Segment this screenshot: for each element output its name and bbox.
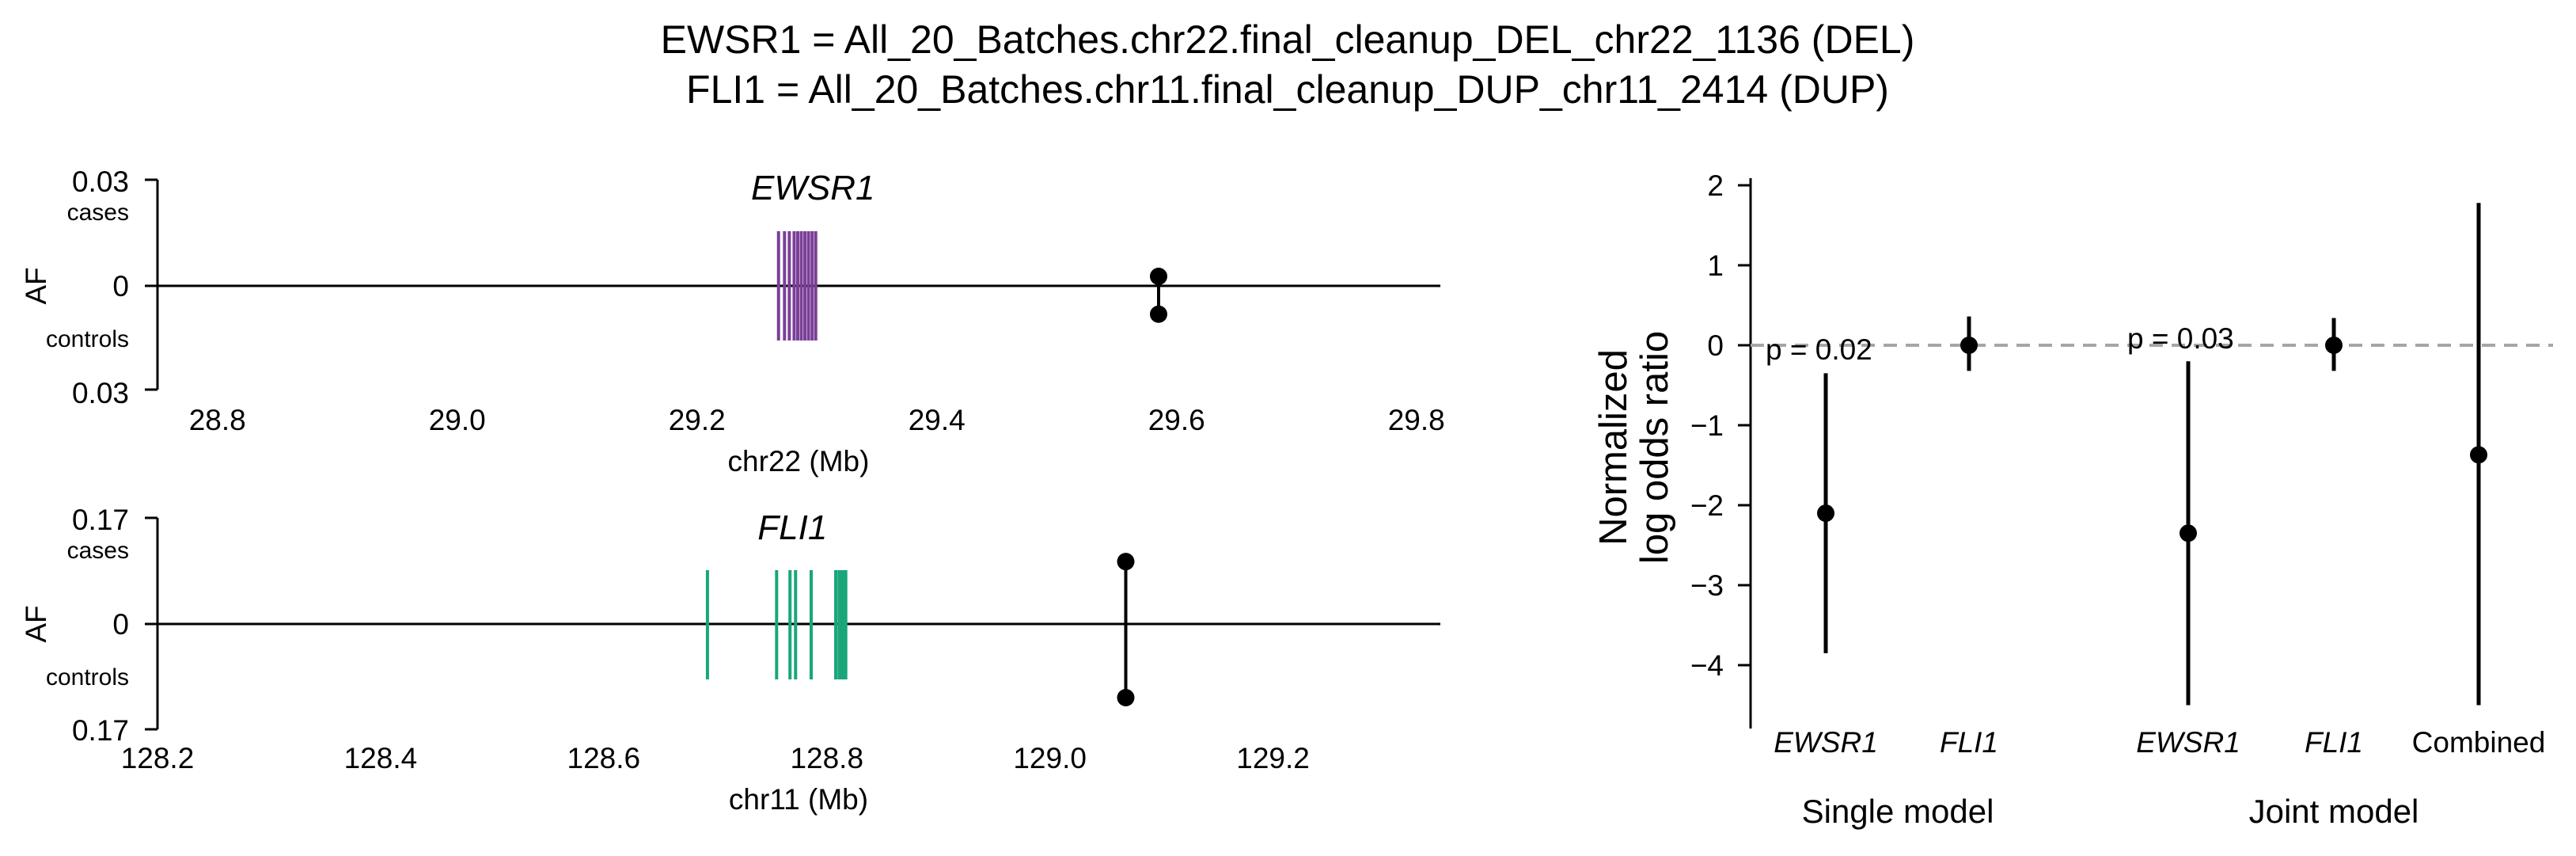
estimate-point xyxy=(2325,337,2343,354)
y-tick-sublabel-controls: controls xyxy=(46,326,129,352)
variant-af-cases-point xyxy=(1149,268,1167,285)
x-tick-label: 29.0 xyxy=(429,404,486,436)
y-tick-label: 1 xyxy=(1707,249,1724,282)
y-tick-label: 2 xyxy=(1707,169,1724,202)
y-tick-label: −1 xyxy=(1690,409,1724,442)
variant-af-controls-point xyxy=(1149,305,1167,323)
x-tick-label: 128.2 xyxy=(121,742,195,774)
y-tick-label: −2 xyxy=(1690,489,1724,522)
variant-af-cases-point xyxy=(1117,553,1135,571)
y-tick-sublabel-cases: cases xyxy=(67,200,129,226)
x-category-label: EWSR1 xyxy=(1774,726,1878,759)
y-tick-label-cases: 0.03 xyxy=(72,165,129,198)
y-tick-label-controls: 0.03 xyxy=(72,377,129,409)
y-axis-label-line-1: Normalized xyxy=(1592,349,1635,546)
x-tick-label: 28.8 xyxy=(189,404,246,436)
estimate-point xyxy=(1960,337,1978,354)
figure-title-line-2: FLI1 = All_20_Batches.chr11.final_cleanu… xyxy=(686,67,1889,112)
group-label-single-model: Single model xyxy=(1802,793,1994,830)
gene-name-label: EWSR1 xyxy=(751,169,874,207)
y-tick-label-zero: 0 xyxy=(112,608,129,641)
y-tick-label-cases: 0.17 xyxy=(72,504,129,536)
x-tick-label: 29.4 xyxy=(909,404,966,436)
x-category-label: Combined xyxy=(2412,726,2546,759)
x-tick-label: 29.6 xyxy=(1148,404,1205,436)
estimate-point xyxy=(1817,504,1834,523)
group-label-joint-model: Joint model xyxy=(2249,793,2419,830)
y-tick-label: −4 xyxy=(1690,649,1724,682)
y-axis-label-line-2: log odds ratio xyxy=(1633,331,1676,564)
x-axis-label: chr22 (Mb) xyxy=(728,445,870,477)
x-tick-label: 129.2 xyxy=(1236,742,1310,774)
p-value-joint-model: p = 0.03 xyxy=(2127,322,2234,355)
gene-name-label: FLI1 xyxy=(757,508,827,547)
x-tick-label: 29.8 xyxy=(1388,404,1445,436)
y-tick-label-zero: 0 xyxy=(112,270,129,302)
x-category-label: EWSR1 xyxy=(2136,726,2240,759)
estimate-point xyxy=(2180,524,2197,542)
x-tick-label: 128.8 xyxy=(790,742,863,774)
x-tick-label: 128.6 xyxy=(567,742,641,774)
y-axis-label: AF xyxy=(20,605,52,642)
estimate-point xyxy=(2470,446,2487,464)
figure-title-line-1: EWSR1 = All_20_Batches.chr22.final_clean… xyxy=(661,17,1915,62)
x-tick-label: 128.4 xyxy=(344,742,418,774)
p-value-single-model: p = 0.02 xyxy=(1766,333,1872,366)
x-category-label: FLI1 xyxy=(2305,726,2363,759)
variant-af-controls-point xyxy=(1117,689,1135,707)
x-axis-label: chr11 (Mb) xyxy=(729,783,868,816)
x-tick-label: 129.0 xyxy=(1013,742,1087,774)
y-tick-label-controls: 0.17 xyxy=(72,714,129,747)
y-tick-label: −3 xyxy=(1690,569,1724,602)
y-tick-label: 0 xyxy=(1707,329,1724,362)
y-tick-sublabel-controls: controls xyxy=(46,664,129,691)
y-tick-sublabel-cases: cases xyxy=(67,538,129,564)
x-category-label: FLI1 xyxy=(1940,726,1998,759)
y-axis-label: AF xyxy=(20,267,52,304)
x-tick-label: 29.2 xyxy=(669,404,726,436)
